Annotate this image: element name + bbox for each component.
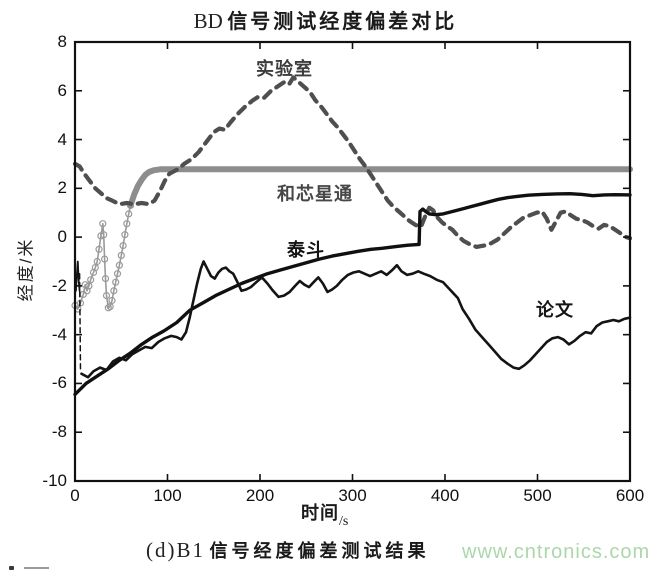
corner-dot-artifact bbox=[9, 566, 14, 570]
series-taidou bbox=[73, 191, 632, 397]
series-marker-hexin-early bbox=[87, 276, 95, 284]
chart-title-prefix: BD bbox=[193, 9, 223, 33]
series-marker-hexin-early bbox=[91, 264, 99, 272]
figure-caption-prefix: (d)B1 bbox=[146, 538, 205, 562]
series-marker-hexin-early bbox=[121, 231, 129, 239]
x-axis-unit: /s bbox=[339, 514, 349, 529]
series-lab bbox=[72, 75, 633, 249]
y-tick-label: 6 bbox=[57, 80, 67, 100]
series-marker-hexin-early bbox=[108, 296, 116, 305]
x-tick-label: 400 bbox=[430, 486, 460, 505]
figure-caption: (d)B1 信号经度偏差测试结果 bbox=[146, 537, 429, 563]
lunwen-label: 论文 bbox=[536, 300, 574, 320]
y-tick-label: -6 bbox=[51, 373, 67, 393]
chart-title: BD 信号测试经度偏差对比 bbox=[0, 5, 651, 34]
y-tick-label: 0 bbox=[57, 227, 67, 247]
series-marker-hexin-early bbox=[119, 242, 127, 250]
y-tick-label: 4 bbox=[57, 129, 67, 149]
series-marker-hexin-early bbox=[125, 210, 133, 218]
x-axis-label: 时间/s bbox=[301, 499, 348, 530]
series-marker-hexin-early bbox=[112, 278, 120, 286]
x-axis-label-text: 时间 bbox=[301, 503, 339, 523]
series-hexin bbox=[127, 166, 633, 209]
series-marker-hexin-early bbox=[93, 257, 101, 266]
x-tick-label: 200 bbox=[245, 486, 275, 505]
series-marker-hexin-early bbox=[117, 251, 125, 259]
chart-title-text: 信号测试经度偏差对比 bbox=[227, 11, 458, 33]
corner-dash-artifact bbox=[24, 567, 49, 569]
series-marker-hexin-early bbox=[102, 292, 111, 300]
lab-label: 实验室 bbox=[256, 59, 313, 79]
series-marker-hexin-early bbox=[113, 270, 122, 278]
series-marker-hexin-early bbox=[123, 220, 131, 228]
y-tick-label: -4 bbox=[51, 324, 67, 344]
series-marker-hexin-early bbox=[110, 287, 118, 295]
series-lunwen bbox=[80, 260, 632, 379]
y-tick-label: 2 bbox=[57, 178, 67, 198]
figure-caption-text: 信号经度偏差测试结果 bbox=[209, 541, 430, 561]
series-marker-hexin-early bbox=[100, 255, 109, 263]
y-tick-label: 8 bbox=[57, 32, 67, 51]
series-marker-hexin-early bbox=[99, 220, 107, 228]
series-marker-hexin-early bbox=[115, 261, 124, 269]
series-marker-hexin-early bbox=[100, 231, 108, 239]
series-hexin-early bbox=[74, 204, 132, 310]
axes-box bbox=[73, 40, 632, 483]
series-lunwen-gap bbox=[78, 272, 82, 373]
y-tick-label: -8 bbox=[51, 422, 67, 442]
watermark-text: www.cntronics.com bbox=[462, 541, 651, 563]
series-marker-hexin-early bbox=[95, 245, 103, 253]
x-tick-label: 0 bbox=[70, 486, 80, 505]
x-tick-label: 300 bbox=[338, 486, 367, 505]
x-tick-label: 600 bbox=[615, 486, 645, 505]
taidou-label: 泰斗 bbox=[287, 240, 325, 260]
x-tick-label: 100 bbox=[153, 486, 182, 505]
y-tick-label: -2 bbox=[51, 275, 67, 295]
series-marker-hexin-early bbox=[101, 275, 110, 283]
x-tick-label: 500 bbox=[523, 486, 552, 505]
hexin-label: 和芯星通 bbox=[277, 184, 353, 204]
y-tick-label: -10 bbox=[42, 471, 67, 490]
